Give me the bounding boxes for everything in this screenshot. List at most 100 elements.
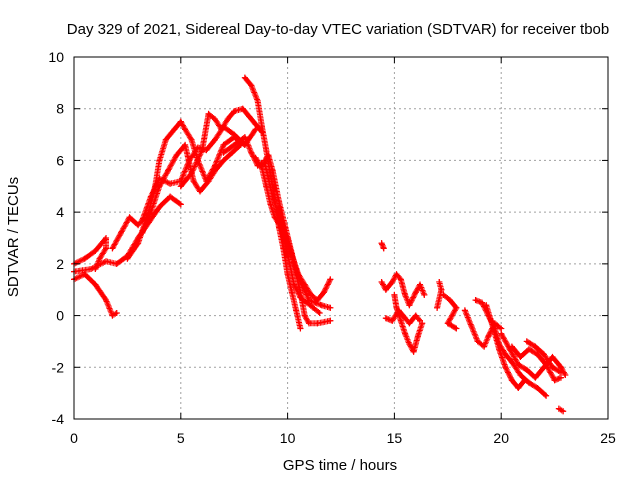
data-point	[81, 255, 88, 262]
data-point	[109, 312, 116, 319]
data-point	[406, 320, 413, 327]
data-point	[489, 322, 496, 329]
series-track-23	[508, 343, 565, 384]
data-point	[412, 312, 419, 319]
data-point	[314, 320, 321, 327]
data-point	[558, 369, 565, 376]
y-tick-label: 2	[56, 256, 64, 272]
data-point	[543, 392, 550, 399]
data-point	[139, 229, 146, 236]
data-point	[444, 320, 451, 327]
series-track-2	[71, 271, 120, 319]
series-track-17	[434, 278, 445, 311]
series-markers	[378, 240, 387, 252]
data-point	[389, 278, 396, 285]
data-point	[483, 302, 490, 309]
data-point	[389, 317, 396, 324]
data-point	[310, 304, 317, 311]
data-point	[231, 134, 238, 141]
data-point	[472, 297, 479, 304]
chart-title: Day 329 of 2021, Sidereal Day-to-day VTE…	[67, 21, 609, 38]
series-track-21	[483, 302, 528, 391]
data-point	[190, 178, 197, 185]
y-tick-label: 8	[56, 101, 64, 117]
data-point	[498, 330, 505, 337]
y-tick-label: -4	[52, 411, 65, 427]
data-point	[248, 82, 255, 89]
data-point	[551, 377, 558, 384]
data-point	[474, 338, 481, 345]
data-point	[252, 121, 259, 128]
data-point	[303, 299, 310, 306]
data-point	[440, 291, 447, 298]
data-point	[515, 361, 522, 368]
series-markers	[124, 118, 248, 262]
data-point	[558, 364, 565, 371]
series-track-25	[555, 405, 567, 415]
data-point	[177, 201, 184, 208]
data-point	[417, 281, 424, 288]
data-point	[88, 266, 95, 273]
data-point	[382, 286, 389, 293]
data-point	[410, 348, 417, 355]
data-point	[135, 222, 142, 229]
data-point	[258, 123, 265, 130]
data-point	[171, 126, 178, 133]
y-tick-label: 4	[56, 204, 64, 220]
series-markers	[555, 405, 567, 415]
data-point	[406, 341, 413, 348]
data-point	[220, 141, 227, 148]
data-point	[378, 278, 385, 285]
data-point	[320, 289, 327, 296]
data-point	[305, 320, 312, 327]
data-point	[231, 108, 238, 115]
data-point	[534, 384, 541, 391]
series-track-12	[276, 203, 323, 316]
data-point	[109, 245, 116, 252]
data-point	[327, 317, 334, 324]
data-point	[540, 351, 547, 358]
x-tick-label: 10	[280, 430, 296, 446]
data-point	[164, 167, 171, 174]
data-point	[282, 240, 289, 247]
series-track-18	[440, 291, 460, 332]
data-point	[312, 299, 319, 306]
data-point	[316, 309, 323, 316]
data-point	[562, 372, 569, 379]
data-point	[446, 297, 453, 304]
data-point	[103, 297, 110, 304]
data-point	[402, 330, 409, 337]
data-point	[534, 351, 541, 358]
data-point	[271, 214, 278, 221]
data-point	[81, 271, 88, 278]
data-point	[211, 167, 218, 174]
data-point	[327, 304, 334, 311]
data-point	[555, 405, 562, 412]
data-point	[402, 315, 409, 322]
data-point	[525, 379, 532, 386]
data-point	[147, 209, 154, 216]
data-point	[241, 134, 248, 141]
data-point	[167, 180, 174, 187]
data-point	[453, 325, 460, 332]
data-point	[382, 315, 389, 322]
data-point	[532, 343, 539, 350]
data-point	[182, 126, 189, 133]
data-point	[103, 245, 110, 252]
data-point	[248, 149, 255, 156]
data-point	[485, 333, 492, 340]
x-tick-label: 0	[70, 430, 78, 446]
x-axis-label: GPS time / hours	[283, 457, 397, 474]
data-point	[246, 113, 253, 120]
x-tick-label: 5	[177, 430, 185, 446]
data-point	[327, 276, 334, 283]
data-point	[378, 240, 385, 247]
data-point	[211, 136, 218, 143]
data-point	[521, 377, 528, 384]
data-point	[267, 201, 274, 208]
y-tick-label: 0	[56, 308, 64, 324]
data-point	[220, 149, 227, 156]
data-point	[188, 170, 195, 177]
data-point	[297, 294, 304, 301]
data-point	[276, 203, 283, 210]
